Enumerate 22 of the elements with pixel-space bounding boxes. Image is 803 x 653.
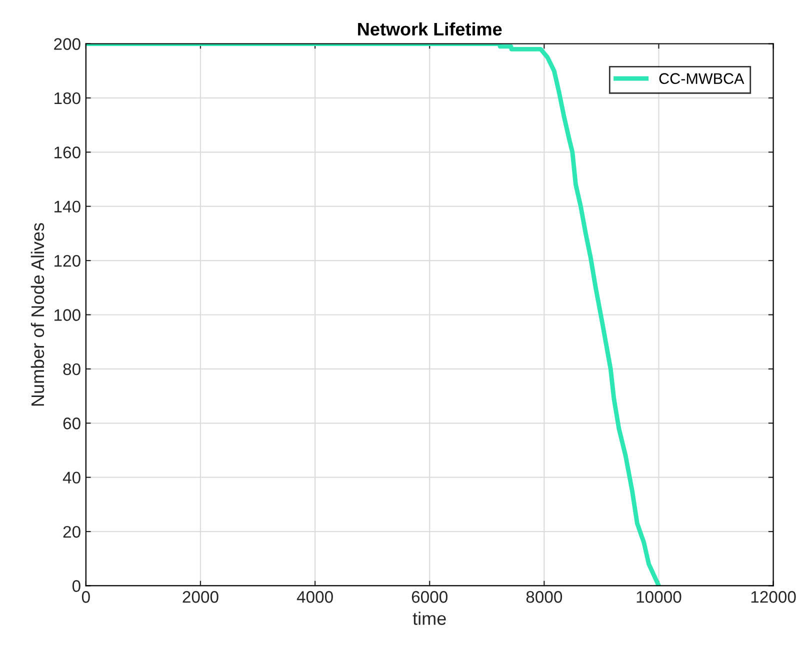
x-tick-label: 4000	[296, 591, 333, 603]
y-tick-label: 100	[54, 309, 80, 321]
x-tick-label: 12000	[751, 591, 796, 603]
y-tick-label: 20	[63, 526, 80, 538]
chart-title: Network Lifetime	[358, 22, 502, 36]
y-tick-label: 180	[54, 92, 80, 104]
y-tick-label: 140	[54, 200, 80, 213]
y-axis-title: Number of Node Alives	[30, 223, 44, 406]
x-tick-label: 0	[82, 591, 90, 603]
x-tick-label: 2000	[182, 591, 218, 603]
y-tick-label: 0	[72, 580, 80, 592]
legend-label: CC-MWBCA	[659, 73, 744, 84]
y-tick-label: 120	[54, 254, 80, 267]
x-axis-title: time	[412, 612, 446, 625]
x-tick-label: 10000	[636, 591, 682, 603]
y-tick-label: 160	[54, 146, 80, 158]
x-tick-label: 6000	[412, 591, 448, 603]
y-tick-label: 80	[63, 363, 80, 376]
x-tick-label: 8000	[526, 591, 562, 603]
y-tick-label: 200	[54, 38, 80, 50]
y-tick-label: 60	[63, 418, 80, 430]
y-tick-label: 40	[62, 472, 80, 484]
